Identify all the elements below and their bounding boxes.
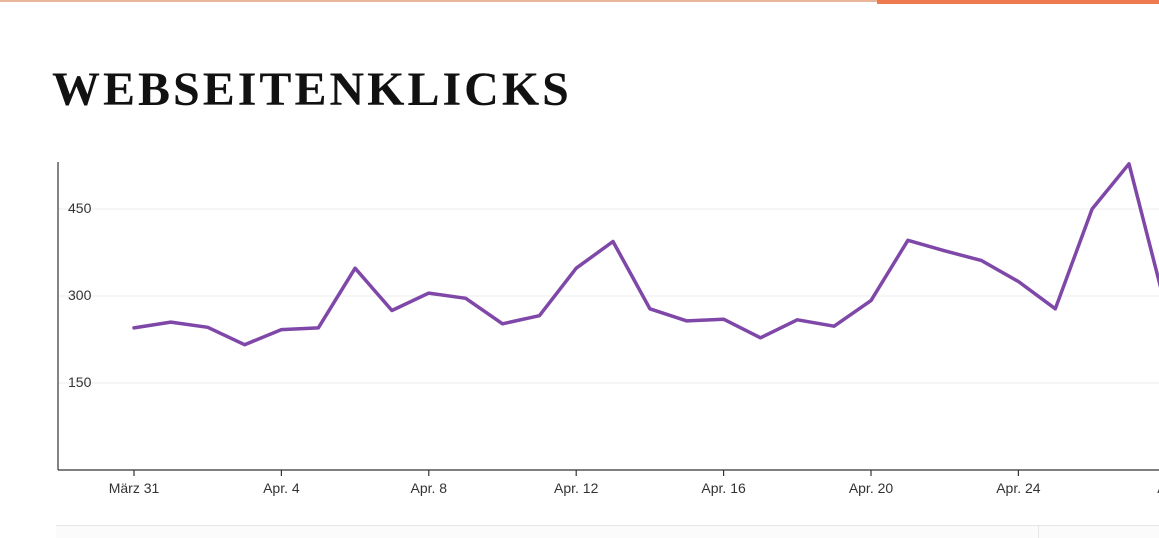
x-tick-label: Apr. 20	[849, 480, 894, 496]
x-tick-label: Apr. 8	[411, 480, 448, 496]
series-line-0	[132, 162, 1159, 347]
y-tick-label: 300	[68, 287, 92, 303]
x-tick-label: Apr. 24	[996, 480, 1041, 496]
y-tick-label: 150	[68, 374, 92, 390]
axes	[57, 162, 1159, 476]
series-layer	[132, 162, 1159, 347]
page-title: WEBSEITENKLICKS	[52, 63, 572, 116]
bottom-panel-divider	[1038, 526, 1039, 538]
y-tick-label: 450	[68, 200, 92, 216]
x-tick-labels: März 31 Apr. 4 Apr. 8 Apr. 12 Apr. 16 Apr. 20…	[109, 480, 1159, 496]
x-tick-label: Apr. 16	[701, 480, 746, 496]
bottom-panel	[56, 525, 1159, 538]
x-tick-label: Ap	[1157, 480, 1159, 496]
x-tick-label: März 31	[109, 480, 160, 496]
top-rule	[0, 0, 1159, 2]
top-accent-bar	[877, 0, 1159, 4]
x-tick-label: Apr. 4	[263, 480, 300, 496]
gridlines	[58, 208, 1159, 384]
x-tick-label: Apr. 12	[554, 480, 599, 496]
y-tick-labels: 150 300 450	[68, 200, 92, 390]
